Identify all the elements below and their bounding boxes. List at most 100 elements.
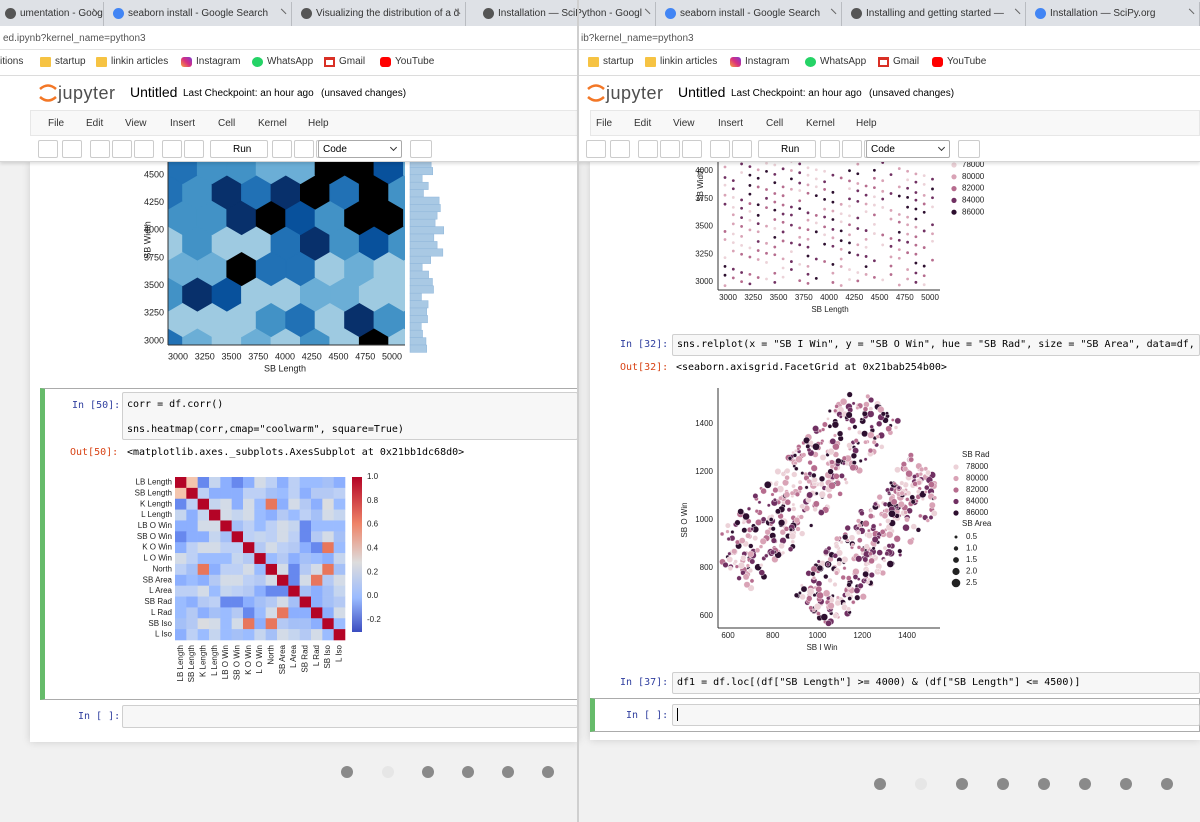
bookmark[interactable]: linkin articles [96,56,168,70]
toolbar-button[interactable] [842,140,862,158]
pager-dot [956,778,968,790]
select-arrow [937,143,946,152]
toolbar-button[interactable] [610,140,630,158]
menubar [30,110,578,136]
notebook-name[interactable]: Untitled [678,84,726,100]
run-button[interactable]: Run [758,140,816,158]
toolbar-button[interactable] [820,140,840,158]
toolbar-button[interactable] [682,140,702,158]
browser-tab[interactable]: Installing and getting started — [846,2,1026,26]
bookmark[interactable]: Instagram [730,56,789,70]
text-cursor [677,708,678,721]
bookmark-label: Gmail [893,56,920,67]
tab-favicon [851,8,862,19]
bookmark-label: itions [0,56,24,67]
save-status: (unsaved changes) [321,88,407,99]
logo-arc [587,84,605,90]
code-input[interactable] [122,705,578,728]
menu-item[interactable]: Edit [86,118,104,129]
pager-dot [1038,778,1050,790]
toolbar-button[interactable] [162,140,182,158]
bookmark-icon [96,57,107,67]
menu-item[interactable]: Kernel [258,118,287,129]
toolbar-button[interactable] [38,140,58,158]
menu-item[interactable]: View [673,118,695,129]
pager-dot [382,766,394,778]
bookmark-icon [588,57,599,67]
save-status: (unsaved changes) [869,88,955,99]
bookmark[interactable]: YouTube [932,56,986,70]
pager-dot [462,766,474,778]
keyboard-button[interactable] [958,140,980,158]
toolbar-button[interactable] [184,140,204,158]
tab-title: umentation - Google [20,8,104,19]
menu-item[interactable]: Cell [218,118,236,129]
menu-item[interactable]: Help [856,118,877,129]
bookmark-icon [40,57,51,67]
menu-item[interactable]: Help [308,118,329,129]
bookmark[interactable]: WhatsApp [252,56,313,70]
menu-item[interactable]: Cell [766,118,784,129]
pager-dot [997,778,1009,790]
tab-strip [0,0,1200,26]
toolbar-button[interactable] [586,140,606,158]
bookmark[interactable]: Instagram [181,56,240,70]
run-button[interactable]: Run [210,140,268,158]
toolbar-button[interactable] [112,140,132,158]
pager-dots [341,766,1173,790]
menu-item[interactable]: File [596,118,613,129]
code-input[interactable] [122,392,578,440]
browser-tab[interactable]: seaborn install - Google Search [108,2,292,26]
keyboard-button[interactable] [410,140,432,158]
toolbar-button[interactable] [134,140,154,158]
toolbar-button[interactable] [294,140,314,158]
bookmark[interactable]: startup [588,56,634,70]
toolbar-button[interactable] [272,140,292,158]
bookmark[interactable]: startup [40,56,86,70]
toolbar-button[interactable] [710,140,730,158]
input-prompt: In [ ]: [78,711,121,722]
pager-dot [422,766,434,778]
checkpoint: Last Checkpoint: an hour ago [731,88,862,99]
cell-type-select[interactable]: Code [318,140,402,158]
input-prompt: In [50]: [72,400,121,411]
bookmark[interactable]: itions [0,56,23,70]
menu-item[interactable]: Insert [718,118,744,129]
bookmark-label: WhatsApp [820,56,867,67]
toolbar-button[interactable] [660,140,680,158]
input-prompt: In [32]: [620,339,669,350]
toolbar-button[interactable] [732,140,752,158]
bookmark[interactable]: WhatsApp [805,56,866,70]
pager-dot [1079,778,1091,790]
menu-item[interactable]: View [125,118,147,129]
tab-title: seaborn install - Google Search [128,8,269,19]
bookmark[interactable]: Gmail [324,56,365,70]
menu-item[interactable]: Edit [634,118,652,129]
bookmark[interactable]: Gmail [878,56,919,70]
logo-arc [587,96,605,102]
code-line: <seaborn.axisgrid.FacetGrid at 0x21bab25… [676,362,947,373]
toolbar-button[interactable] [62,140,82,158]
notebook-panel [590,162,1200,740]
menu-item[interactable]: File [48,118,65,129]
menu-item[interactable]: Insert [170,118,196,129]
browser-tab[interactable]: seaborn install - Google Search [660,2,842,26]
bookmark[interactable]: YouTube [380,56,434,70]
tab-favicon [113,8,124,19]
cell-type-label: Code [323,144,347,155]
bookmark-label: linkin articles [111,56,169,67]
browser-tab[interactable]: umentation - Google [0,2,104,26]
toolbar-button[interactable] [638,140,658,158]
browser-tab[interactable]: Installation — SciPython - Googl [478,2,656,26]
toolbar-button[interactable] [90,140,110,158]
code-input[interactable] [672,704,1200,726]
browser-tab[interactable]: Visualizing the distribution of a d [296,2,466,26]
jupyter-logo: jupyter [586,80,676,106]
bookmark[interactable]: linkin articles [645,56,717,70]
pager-dot [915,778,927,790]
cell-type-select[interactable]: Code [866,140,950,158]
run-label: Run [233,144,252,155]
menu-item[interactable]: Kernel [806,118,835,129]
browser-tab[interactable]: Installation — SciPy.org [1030,2,1200,26]
notebook-name[interactable]: Untitled [130,84,178,100]
